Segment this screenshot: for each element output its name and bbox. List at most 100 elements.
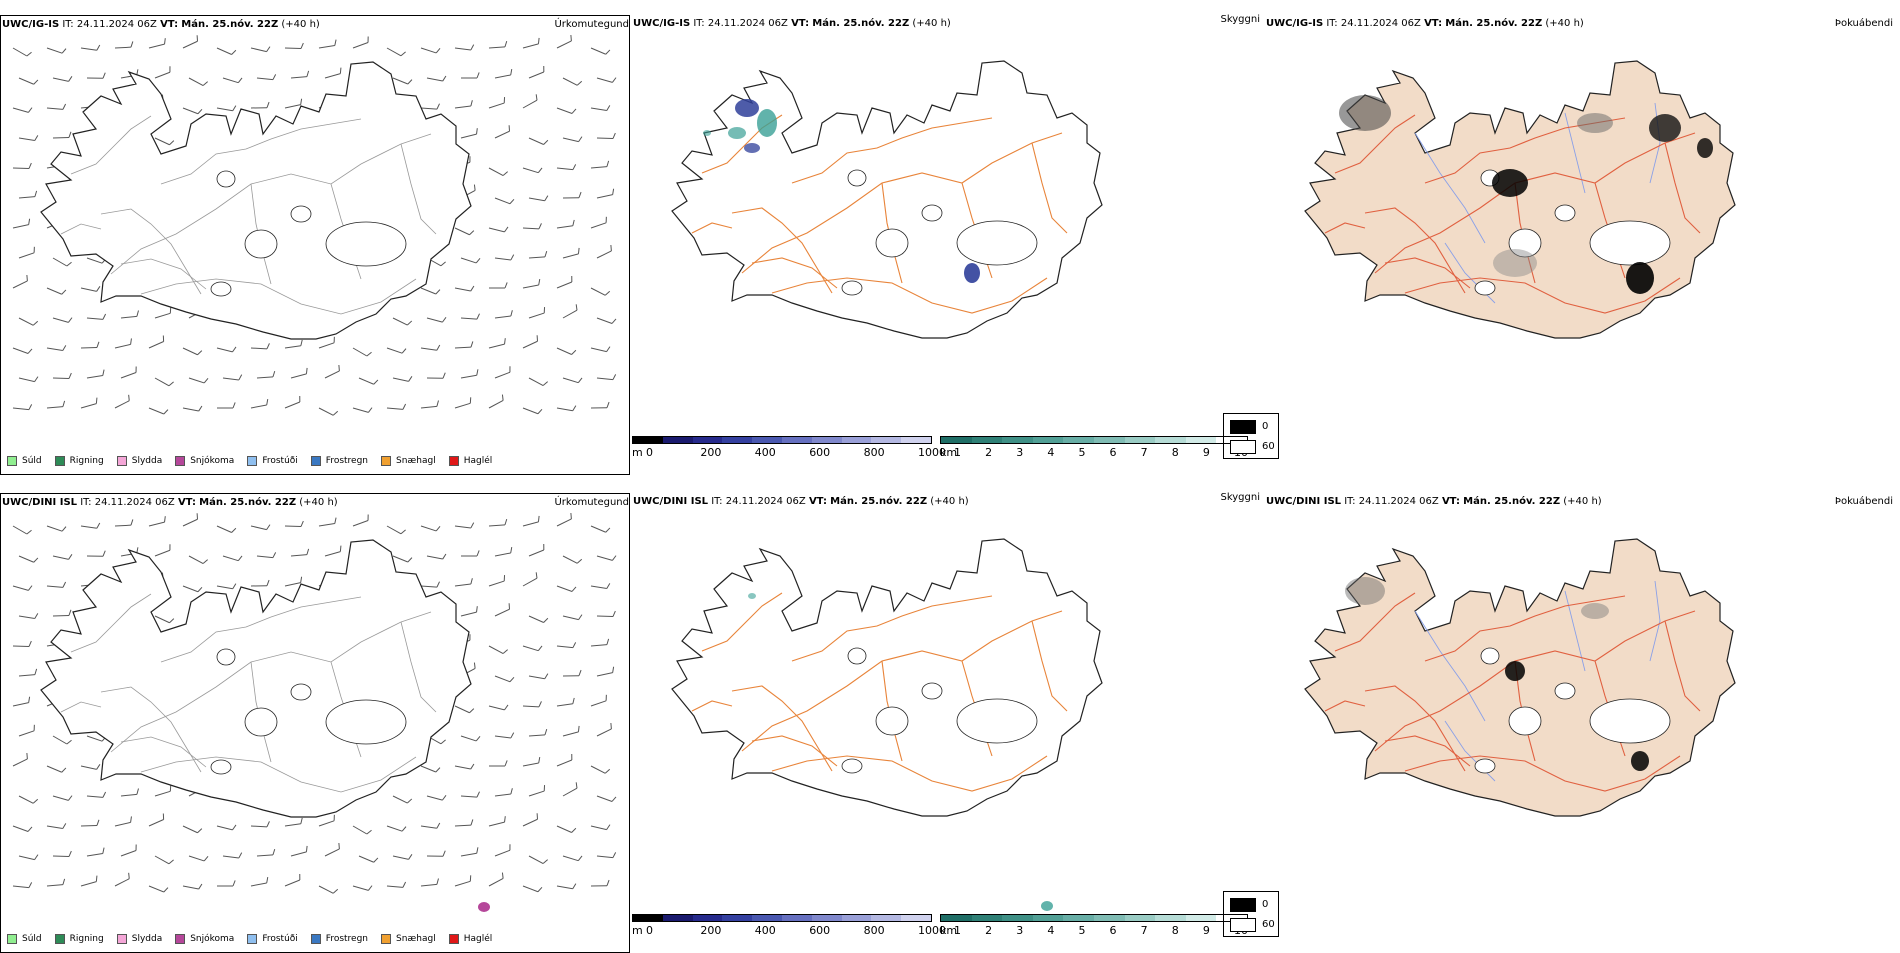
- wind-barb: [53, 796, 68, 800]
- legend-swatch: [311, 456, 321, 466]
- wind-barb-flag: [170, 619, 174, 623]
- wind-barb: [155, 313, 170, 318]
- wind-barb-flag: [232, 50, 236, 54]
- wind-barb-flag: [477, 550, 479, 556]
- wind-barb: [223, 78, 238, 83]
- wind-barb: [53, 78, 69, 81]
- wind-barb: [523, 578, 537, 586]
- wind-barb-flag: [97, 286, 100, 291]
- wind-barb-flag: [505, 41, 507, 47]
- legend-label: Rigning: [70, 934, 104, 944]
- panel-run-info: UWC/IG-IS IT: 24.11.2024 06Z VT: Mán. 25…: [633, 18, 951, 29]
- wind-barb: [285, 824, 301, 826]
- wind-barb: [251, 48, 267, 52]
- wind-barb: [597, 673, 613, 676]
- wind-barb-flag: [443, 851, 445, 857]
- wind-barb: [523, 819, 538, 826]
- wind-barb: [591, 766, 605, 773]
- wind-barb: [121, 373, 136, 378]
- colorbar-segment: [633, 437, 663, 443]
- fog-swatch-0: [1230, 420, 1256, 434]
- legend-label: Frostúði: [262, 456, 297, 466]
- wind-barb-flag: [129, 395, 130, 401]
- wind-barb-flag: [477, 128, 478, 134]
- wind-barb: [251, 405, 267, 408]
- wind-barb: [183, 408, 199, 411]
- wind-barb-flag: [165, 516, 166, 522]
- wind-barb-flag: [544, 618, 548, 622]
- wind-barb-flag: [199, 406, 202, 411]
- wind-barb-flag: [129, 873, 130, 879]
- wind-barb-flag: [607, 825, 610, 830]
- colorbar-segment: [871, 437, 901, 443]
- iceland-coastline: [672, 539, 1102, 816]
- colorbar-tick: 200: [700, 924, 721, 937]
- glacier: [217, 649, 235, 665]
- glacier: [876, 707, 908, 735]
- wind-barb: [393, 796, 407, 803]
- wind-barb: [591, 701, 606, 706]
- wind-barb: [155, 791, 170, 796]
- panel-title: Úrkomutegund: [554, 497, 629, 508]
- wind-barb-flag: [401, 530, 406, 534]
- wind-barb: [523, 285, 539, 288]
- wind-barb: [523, 44, 538, 48]
- colorbar-segment: [663, 437, 693, 443]
- wind-barb: [81, 404, 96, 408]
- wind-barb-flag: [441, 262, 446, 266]
- wind-barb-flag: [63, 401, 65, 407]
- wind-barb: [81, 288, 97, 291]
- wind-barb: [427, 796, 442, 800]
- glacier: [245, 708, 277, 736]
- wind-barb: [495, 676, 510, 682]
- wind-barb: [455, 825, 471, 826]
- fog-blob: [1631, 751, 1649, 771]
- wind-barb: [597, 195, 613, 198]
- colorbar-segment: [722, 915, 752, 921]
- valid-time: Mán. 25.nóv. 22Z: [1463, 496, 1560, 507]
- wind-barb-flag: [34, 80, 38, 84]
- wind-barb-flag: [437, 104, 440, 109]
- wind-barb-flag: [199, 884, 202, 889]
- wind-barb: [529, 198, 545, 201]
- wind-barb-flag: [28, 827, 32, 832]
- panel-run-info: UWC/DINI ISL IT: 24.11.2024 06Z VT: Mán.…: [633, 496, 969, 507]
- wind-barb: [597, 729, 611, 736]
- glacier: [876, 229, 908, 257]
- wind-barb-flag: [33, 321, 37, 325]
- iceland-map-fog: [1265, 511, 1895, 931]
- panel-run-info: UWC/IG-IS IT: 24.11.2024 06Z VT: Mán. 25…: [1266, 18, 1584, 29]
- wind-barb: [421, 826, 437, 828]
- wind-barb-flag: [29, 697, 30, 703]
- wind-barb: [495, 553, 511, 556]
- panel-header: UWC/DINI ISL IT: 24.11.2024 06Z VT: Mán.…: [1265, 496, 1895, 510]
- wind-barb-flag: [613, 611, 615, 617]
- wind-barb: [223, 856, 239, 858]
- run-time: 24.11.2024 06Z: [1341, 18, 1421, 29]
- wind-barb-flag: [409, 376, 412, 381]
- wind-barb: [13, 48, 27, 56]
- glacier: [1481, 648, 1499, 664]
- wind-barb: [251, 348, 267, 349]
- wind-barb-flag: [368, 886, 372, 891]
- glacier: [217, 171, 235, 187]
- wind-barb-flag: [233, 880, 235, 886]
- wind-barb: [47, 108, 63, 109]
- wind-barb-flag: [204, 856, 208, 861]
- wind-barb: [523, 706, 539, 707]
- wind-barb: [155, 378, 169, 386]
- wind-barb-flag: [408, 558, 412, 562]
- fog-blob: [1581, 603, 1609, 619]
- wind-barb-flag: [97, 523, 100, 528]
- wind-barb-flag: [437, 345, 440, 350]
- wind-barb: [461, 134, 477, 138]
- wind-barb: [285, 402, 300, 408]
- wind-barb-flag: [103, 314, 106, 319]
- colorbar-segment: [663, 915, 693, 921]
- panel-header: UWC/IG-IS IT: 24.11.2024 06Z VT: Mán. 25…: [632, 18, 1262, 32]
- wind-barb: [47, 288, 62, 294]
- wind-barb: [455, 881, 470, 886]
- wind-barb-flag: [204, 378, 208, 383]
- wind-barb: [53, 736, 67, 744]
- wind-barb: [13, 168, 29, 169]
